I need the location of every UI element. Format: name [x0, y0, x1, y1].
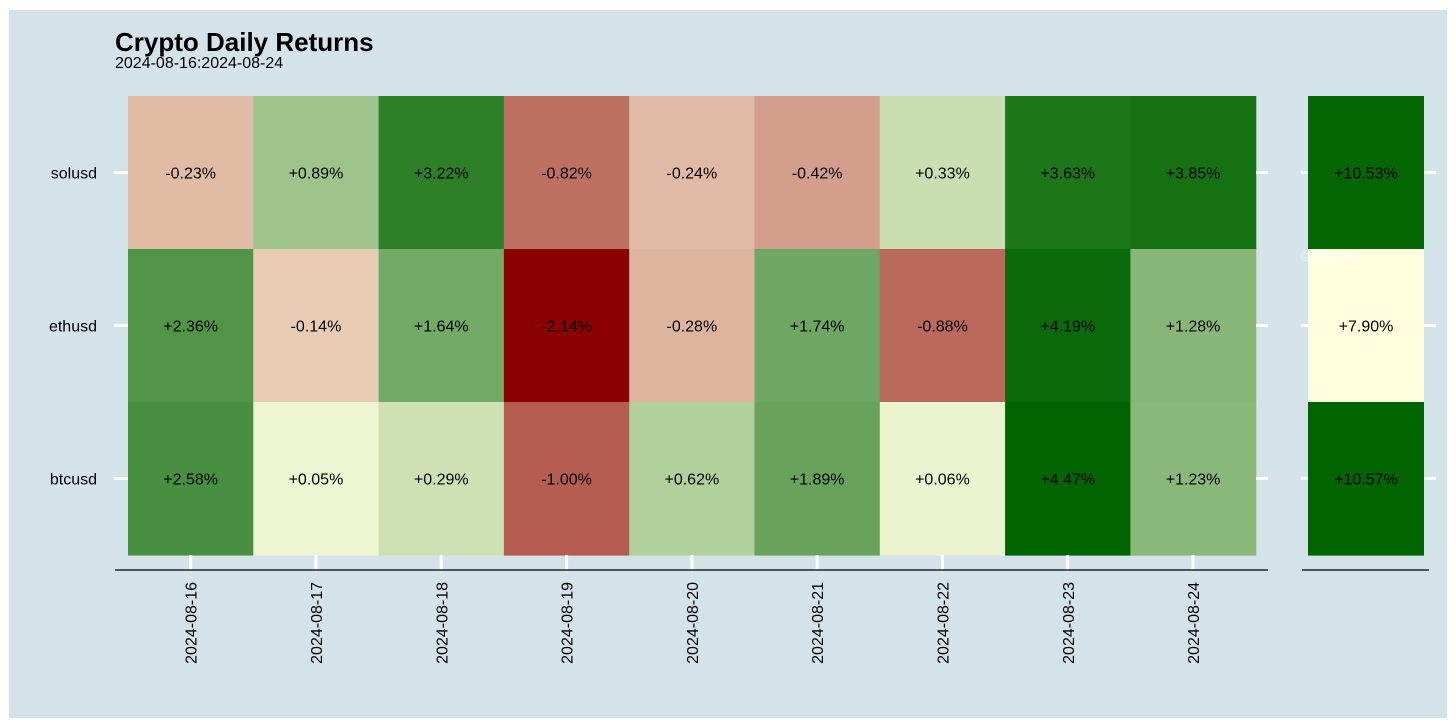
cell-label: +0.89% [289, 166, 344, 183]
cell-label: +3.85% [1166, 166, 1221, 183]
cell-label: -0.28% [666, 319, 717, 336]
x-tick-label-2024-08-24: 2024-08-24 [1186, 582, 1203, 664]
row-label-ethusd: ethusd [49, 319, 97, 336]
cell-label: +3.22% [414, 166, 469, 183]
cell-btcusd-2024-08-18 [378, 402, 505, 556]
cell-btcusd-2024-08-19 [503, 402, 630, 556]
watermark: @StockViz [1300, 248, 1362, 262]
cell-label: +1.28% [1166, 319, 1221, 336]
cell-label: -0.82% [541, 166, 592, 183]
cell-ethusd-2024-08-19 [503, 249, 630, 403]
cell-label: -0.24% [666, 166, 717, 183]
cell-ethusd-2024-08-22 [879, 249, 1006, 403]
cell-ethusd-2024-08-20 [629, 249, 756, 403]
chart-subtitle: 2024-08-16:2024-08-24 [115, 55, 283, 72]
cell-label: -0.42% [792, 166, 843, 183]
x-tick-label-2024-08-22: 2024-08-22 [935, 582, 952, 664]
cell-label: +0.29% [414, 472, 469, 489]
cell-ethusd-2024-08-17 [253, 249, 380, 403]
x-tick-label-2024-08-20: 2024-08-20 [685, 582, 702, 664]
cell-label: -0.14% [291, 319, 342, 336]
cell-label: -0.88% [917, 319, 968, 336]
cell-label: +4.47% [1040, 472, 1095, 489]
cell-label: +4.19% [1040, 319, 1095, 336]
cell-solusd-2024-08-16 [128, 96, 254, 250]
cell-ethusd-2024-08-16 [128, 249, 254, 403]
cell-solusd-2024-08-17 [253, 96, 380, 250]
total-label: +7.90% [1339, 319, 1394, 336]
cell-label: +0.05% [289, 472, 344, 489]
cell-btcusd-2024-08-22 [879, 402, 1006, 556]
x-tick-label-2024-08-16: 2024-08-16 [184, 582, 201, 664]
cell-solusd-2024-08-24 [1130, 96, 1257, 250]
cell-label: +3.63% [1040, 166, 1095, 183]
cell-solusd-2024-08-22 [879, 96, 1006, 250]
cell-btcusd-2024-08-20 [629, 402, 756, 556]
cell-ethusd-2024-08-18 [378, 249, 505, 403]
cell-btcusd-2024-08-23 [1005, 402, 1131, 556]
x-tick-label-2024-08-17: 2024-08-17 [309, 582, 326, 664]
cell-label: -2.14% [541, 319, 592, 336]
totals-column: +10.53% +7.90% +10.57% [1308, 96, 1424, 556]
cell-label: +1.89% [790, 472, 845, 489]
cell-label: -0.23% [165, 166, 216, 183]
row-label-btcusd: btcusd [50, 472, 97, 489]
cell-solusd-2024-08-19 [503, 96, 630, 250]
x-tick-label-2024-08-19: 2024-08-19 [560, 582, 577, 664]
cell-label: +2.36% [163, 319, 218, 336]
cell-label: +1.74% [790, 319, 845, 336]
total-label: +10.53% [1334, 166, 1398, 183]
cell-solusd-2024-08-21 [754, 96, 881, 250]
row-label-solusd: solusd [51, 166, 97, 183]
cell-label: +2.58% [163, 472, 218, 489]
cell-solusd-2024-08-20 [629, 96, 756, 250]
cell-btcusd-2024-08-17 [253, 402, 380, 556]
cell-btcusd-2024-08-24 [1130, 402, 1257, 556]
cell-label: +1.64% [414, 319, 469, 336]
cell-ethusd-2024-08-24 [1130, 249, 1257, 403]
cell-btcusd-2024-08-16 [128, 402, 254, 556]
heatmap-cells: -0.23% +0.89% +3.22% -0.82% -0.24% -0.42% +0.3… [128, 96, 1257, 556]
cell-solusd-2024-08-18 [378, 96, 505, 250]
cell-label: +0.33% [915, 166, 970, 183]
total-label: +10.57% [1334, 472, 1398, 489]
cell-ethusd-2024-08-21 [754, 249, 881, 403]
chart-title: Crypto Daily Returns [115, 27, 374, 57]
total-cell-btcusd [1308, 402, 1424, 556]
cell-label: +0.62% [664, 472, 719, 489]
cell-label: +0.06% [915, 472, 970, 489]
x-tick-label-2024-08-23: 2024-08-23 [1061, 582, 1078, 664]
row-labels: solusd ethusd btcusd [49, 166, 1436, 489]
cell-solusd-2024-08-23 [1005, 96, 1131, 250]
cell-ethusd-2024-08-23 [1005, 249, 1131, 403]
x-axis-ticks: 2024-08-16 2024-08-17 2024-08-18 2024-08-19… [184, 555, 1203, 664]
cell-label: +1.23% [1166, 472, 1221, 489]
cell-label: -1.00% [541, 472, 592, 489]
total-cell-solusd [1308, 96, 1424, 250]
x-tick-label-2024-08-18: 2024-08-18 [434, 582, 451, 664]
x-tick-label-2024-08-21: 2024-08-21 [810, 582, 827, 664]
total-cell-ethusd [1308, 249, 1424, 403]
cell-btcusd-2024-08-21 [754, 402, 881, 556]
